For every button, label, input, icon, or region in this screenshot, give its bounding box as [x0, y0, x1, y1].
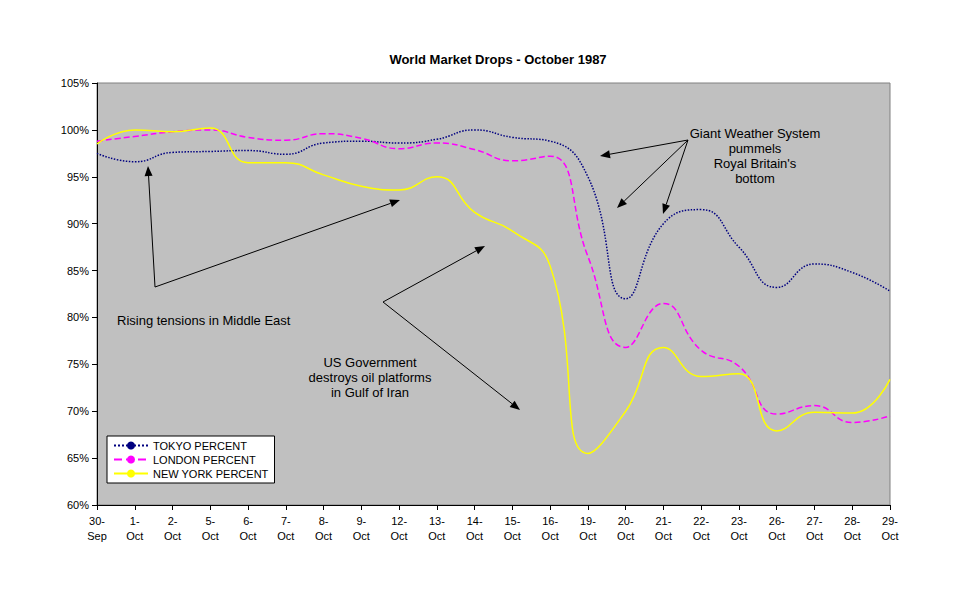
- svg-text:Oct: Oct: [277, 530, 294, 542]
- svg-text:Oct: Oct: [126, 530, 143, 542]
- svg-text:80%: 80%: [67, 311, 89, 323]
- svg-text:6-: 6-: [243, 515, 253, 527]
- svg-text:16-: 16-: [542, 515, 558, 527]
- svg-text:65%: 65%: [67, 452, 89, 464]
- svg-text:29-: 29-: [882, 515, 898, 527]
- svg-text:70%: 70%: [67, 405, 89, 417]
- svg-text:7-: 7-: [281, 515, 291, 527]
- svg-text:20-: 20-: [618, 515, 634, 527]
- svg-text:bottom: bottom: [735, 171, 775, 186]
- svg-text:2-: 2-: [168, 515, 178, 527]
- svg-text:Oct: Oct: [844, 530, 861, 542]
- svg-text:Oct: Oct: [768, 530, 785, 542]
- svg-text:Oct: Oct: [428, 530, 445, 542]
- svg-text:Oct: Oct: [617, 530, 634, 542]
- svg-text:28-: 28-: [844, 515, 860, 527]
- svg-text:90%: 90%: [67, 218, 89, 230]
- svg-text:105%: 105%: [61, 77, 89, 89]
- svg-text:destroys oil platforms: destroys oil platforms: [309, 370, 432, 385]
- svg-text:9-: 9-: [356, 515, 366, 527]
- svg-text:Rising tensions in Middle East: Rising tensions in Middle East: [117, 313, 291, 328]
- svg-text:13-: 13-: [429, 515, 445, 527]
- svg-text:14-: 14-: [467, 515, 483, 527]
- svg-text:Oct: Oct: [202, 530, 219, 542]
- svg-text:15-: 15-: [504, 515, 520, 527]
- svg-text:26-: 26-: [769, 515, 785, 527]
- svg-text:Oct: Oct: [693, 530, 710, 542]
- svg-text:World Market Drops - October 1: World Market Drops - October 1987: [389, 52, 606, 67]
- svg-text:27-: 27-: [807, 515, 823, 527]
- svg-text:Oct: Oct: [881, 530, 898, 542]
- svg-text:pummels: pummels: [729, 141, 782, 156]
- svg-text:60%: 60%: [67, 499, 89, 511]
- svg-text:Royal Britain's: Royal Britain's: [714, 156, 797, 171]
- svg-text:Oct: Oct: [730, 530, 747, 542]
- svg-text:Sep: Sep: [87, 530, 107, 542]
- svg-text:85%: 85%: [67, 265, 89, 277]
- svg-text:1-: 1-: [130, 515, 140, 527]
- svg-text:12-: 12-: [391, 515, 407, 527]
- svg-text:in Gulf of Iran: in Gulf of Iran: [331, 385, 409, 400]
- svg-text:22-: 22-: [693, 515, 709, 527]
- svg-text:Oct: Oct: [466, 530, 483, 542]
- svg-text:19-: 19-: [580, 515, 596, 527]
- svg-text:8-: 8-: [319, 515, 329, 527]
- svg-text:Oct: Oct: [315, 530, 332, 542]
- svg-text:US Government: US Government: [323, 355, 417, 370]
- svg-text:Oct: Oct: [655, 530, 672, 542]
- svg-text:75%: 75%: [67, 358, 89, 370]
- svg-text:Oct: Oct: [391, 530, 408, 542]
- svg-text:Oct: Oct: [504, 530, 521, 542]
- svg-text:21-: 21-: [655, 515, 671, 527]
- svg-text:Giant Weather System: Giant Weather System: [690, 126, 821, 141]
- svg-text:Oct: Oct: [542, 530, 559, 542]
- svg-text:Oct: Oct: [353, 530, 370, 542]
- svg-text:100%: 100%: [61, 124, 89, 136]
- svg-text:Oct: Oct: [164, 530, 181, 542]
- svg-text:23-: 23-: [731, 515, 747, 527]
- svg-text:95%: 95%: [67, 171, 89, 183]
- svg-text:LONDON PERCENT: LONDON PERCENT: [153, 454, 256, 466]
- svg-text:Oct: Oct: [806, 530, 823, 542]
- svg-text:30-: 30-: [89, 515, 105, 527]
- svg-text:TOKYO PERCENT: TOKYO PERCENT: [153, 440, 247, 452]
- svg-text:Oct: Oct: [239, 530, 256, 542]
- svg-text:Oct: Oct: [579, 530, 596, 542]
- svg-text:5-: 5-: [205, 515, 215, 527]
- svg-text:NEW YORK PERCENT: NEW YORK PERCENT: [153, 468, 269, 480]
